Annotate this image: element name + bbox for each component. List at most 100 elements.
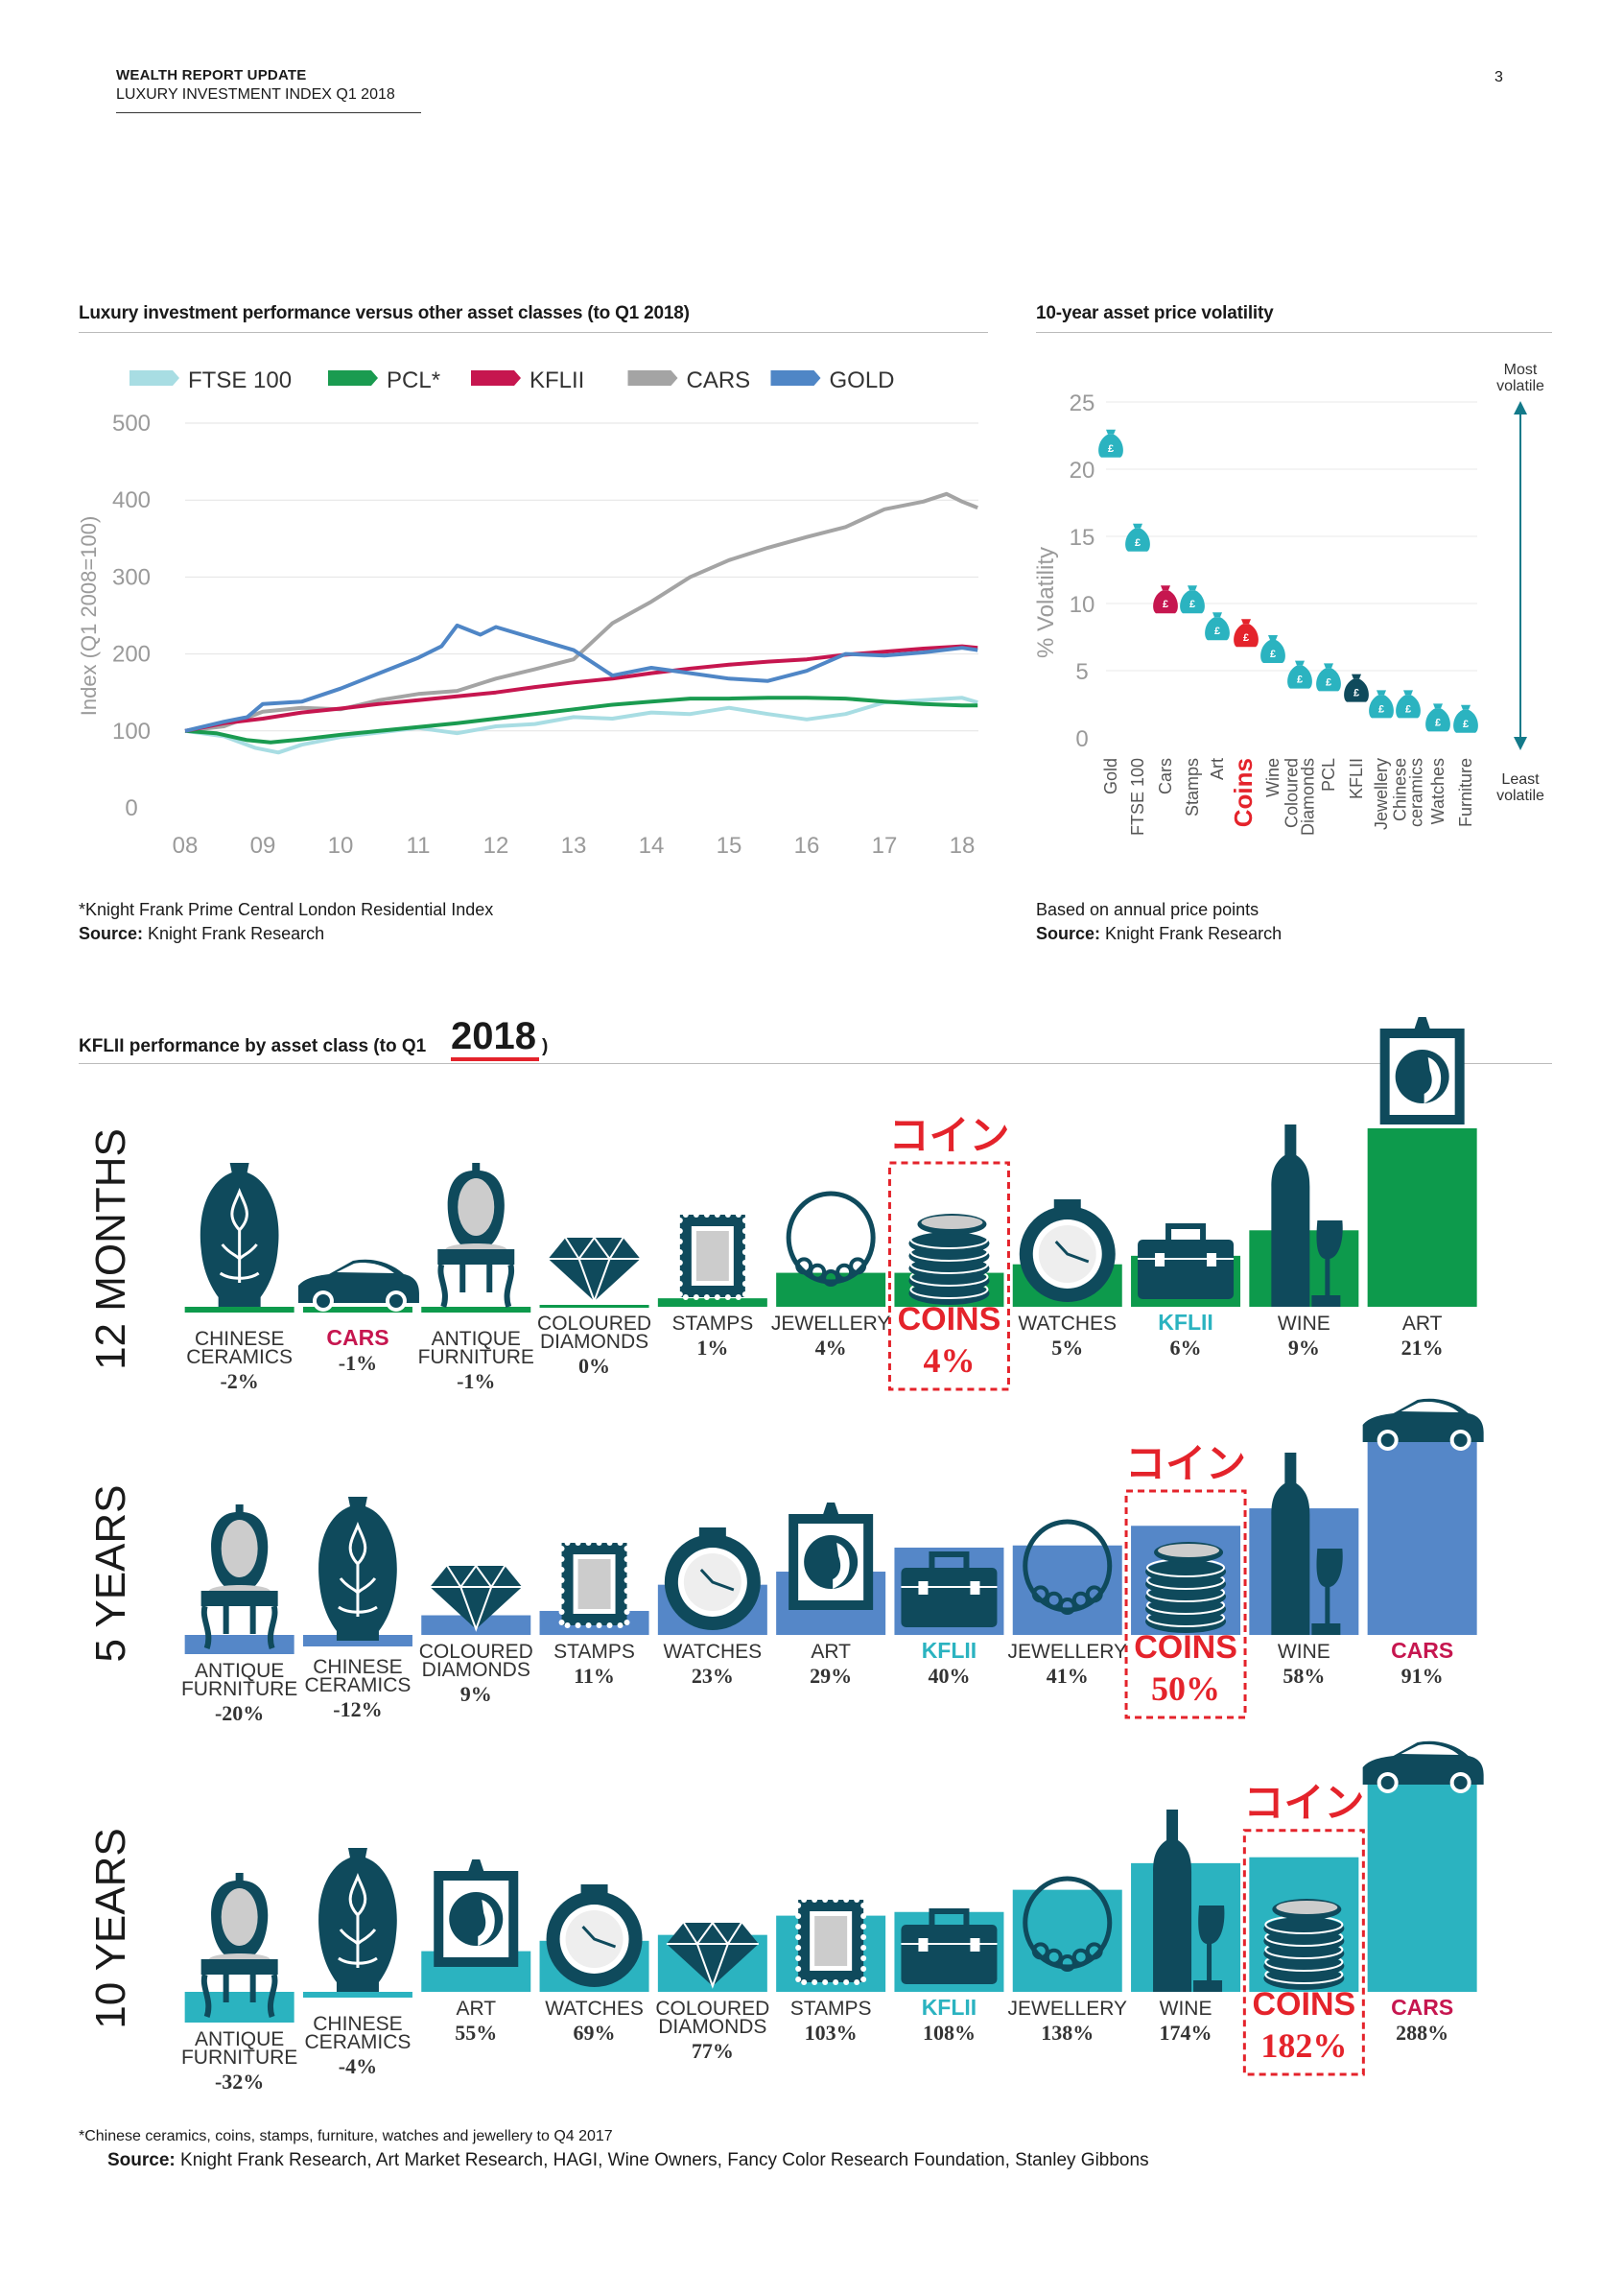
- stamp-icon: [676, 1212, 748, 1300]
- y-tick-label: 10: [1070, 592, 1095, 618]
- bar: [1012, 1545, 1122, 1635]
- category-label: Wine: [1263, 758, 1283, 797]
- x-tick-label: 18: [950, 833, 976, 859]
- value-label: 50%: [1151, 1669, 1220, 1708]
- y-tick-label: 0: [125, 795, 137, 821]
- x-tick-label: 14: [639, 833, 665, 859]
- pound-sign: £: [1297, 675, 1303, 686]
- most-volatile-label: volatile: [1496, 378, 1544, 394]
- category-label: Furniture: [1456, 758, 1475, 827]
- x-tick-label: 10: [328, 833, 354, 859]
- briefcase-icon: [901, 1908, 998, 1984]
- row-title: 10 YEARS: [87, 1828, 134, 2029]
- category-label: DIAMONDS: [540, 1331, 648, 1353]
- category-label: COINS: [898, 1301, 1001, 1337]
- category-label: CARS: [1391, 1995, 1453, 2020]
- art-icon: [434, 1859, 519, 1967]
- money-bag-icon: £: [1205, 612, 1230, 641]
- category-label: FURNITURE: [418, 1346, 534, 1368]
- pound-sign: £: [1108, 443, 1114, 455]
- bag-neck: [1268, 635, 1278, 640]
- value-label: 4%: [815, 1336, 847, 1360]
- money-bag-icon: £: [1425, 703, 1450, 732]
- bag-neck: [1377, 690, 1386, 696]
- bar: [302, 1307, 412, 1313]
- y-axis-label: Index (Q1 2008=100): [77, 516, 101, 717]
- x-tick-label: 16: [794, 833, 820, 859]
- briefcase-icon: [901, 1551, 998, 1627]
- category-label: COLOURED: [537, 1313, 651, 1335]
- line-chart-source: Source: Knight Frank Research: [79, 924, 324, 944]
- category-label: CARS: [326, 1325, 388, 1350]
- necklace-icon: [1023, 1876, 1113, 1972]
- source-label: Source:: [1036, 924, 1101, 943]
- least-volatile-label: Least: [1501, 771, 1540, 788]
- category-label: Art: [1208, 758, 1227, 780]
- value-label: 91%: [1401, 1664, 1444, 1688]
- pound-sign: £: [1214, 626, 1220, 637]
- x-tick-label: 17: [872, 833, 898, 859]
- category-label: Watches: [1428, 758, 1447, 824]
- pound-sign: £: [1463, 719, 1469, 730]
- value-label: 108%: [923, 2021, 976, 2045]
- y-tick-label: 200: [112, 642, 151, 668]
- chair-icon: [200, 1504, 278, 1649]
- value-label: 40%: [928, 1664, 970, 1688]
- category-label: FTSE 100: [1128, 758, 1147, 836]
- category-label: Cars: [1156, 758, 1175, 794]
- category-label: ART: [456, 1998, 496, 2020]
- money-bag-icon: £: [1453, 704, 1478, 733]
- bag-body: [1425, 708, 1450, 732]
- value-label: 11%: [574, 1664, 615, 1688]
- page-number: 3: [1495, 69, 1503, 85]
- value-label: -2%: [220, 1369, 258, 1393]
- legend-swatch: [129, 370, 179, 386]
- coin-highlight-box: [1242, 1829, 1365, 2076]
- money-bag-icon: £: [1125, 523, 1150, 552]
- bar: [1367, 1436, 1477, 1635]
- x-tick-label: 11: [407, 833, 431, 859]
- x-tick-label: 09: [250, 833, 276, 859]
- category-label: WINE: [1278, 1313, 1330, 1335]
- bar: [657, 1298, 767, 1307]
- category-label: CERAMICS: [305, 2031, 412, 2053]
- category-label: DIAMONDS: [422, 1659, 530, 1681]
- y-tick-label: 5: [1075, 659, 1088, 685]
- bag-body: [1098, 434, 1123, 458]
- bag-body: [1396, 695, 1421, 719]
- bag-neck: [1295, 660, 1305, 666]
- bar: [1367, 1128, 1477, 1307]
- car-icon: [297, 1259, 419, 1312]
- watch-icon: [546, 1884, 643, 1987]
- category-label: COLOURED: [419, 1641, 533, 1663]
- vase-icon: [200, 1163, 279, 1307]
- category-label: KFLII: [922, 1995, 977, 2020]
- y-tick-label: 20: [1070, 458, 1095, 484]
- category-label: WATCHES: [664, 1641, 763, 1663]
- legend-swatch: [770, 370, 821, 386]
- pound-sign: £: [1353, 688, 1359, 699]
- value-label: 6%: [1170, 1336, 1202, 1360]
- category-label: STAMPS: [671, 1313, 753, 1335]
- car-icon: [1362, 1398, 1484, 1451]
- legend-label: KFLII: [530, 367, 584, 393]
- coin-annotation: コイン: [1125, 1440, 1246, 1487]
- value-label: 55%: [455, 2021, 497, 2045]
- value-label: -20%: [215, 1701, 264, 1725]
- bag-body: [1316, 668, 1341, 692]
- diamond-icon: [430, 1564, 523, 1632]
- x-tick-label: 13: [561, 833, 587, 859]
- line-chart-footnote: *Knight Frank Prime Central London Resid…: [79, 900, 494, 919]
- category-label: JEWELLERY: [1008, 1641, 1128, 1663]
- category-label: Coins: [1229, 758, 1258, 827]
- title-close-paren: ): [542, 1036, 549, 1056]
- value-label: 103%: [805, 2021, 858, 2045]
- y-tick-label: 300: [112, 564, 151, 590]
- category-label: CHINESE: [313, 1656, 402, 1678]
- source-text: Knight Frank Research, Art Market Resear…: [175, 2150, 1149, 2170]
- pound-sign: £: [1326, 676, 1331, 688]
- y-tick-label: 100: [112, 719, 151, 745]
- source-label: Source:: [107, 2150, 176, 2170]
